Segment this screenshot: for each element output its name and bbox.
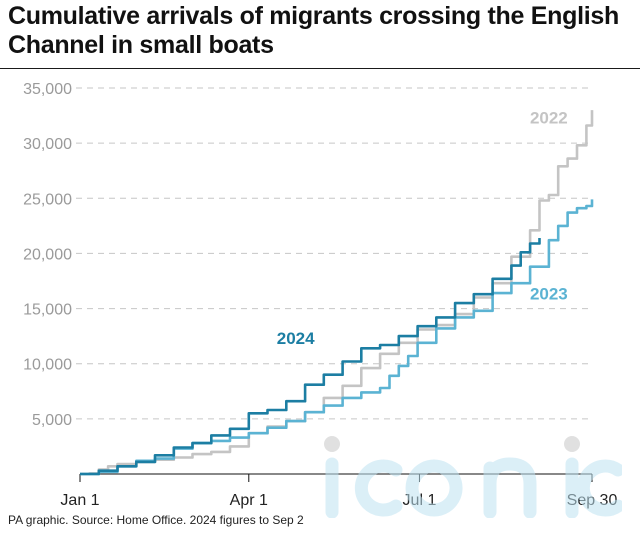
y-tick-label: 10,000 xyxy=(23,357,72,374)
y-tick-label: 35,000 xyxy=(23,81,72,98)
iconic-watermark xyxy=(324,436,622,518)
series-lines xyxy=(80,110,594,476)
x-tick-label: Apr 1 xyxy=(230,492,268,509)
x-tick-label: Jan 1 xyxy=(60,492,99,509)
y-axis-tick-labels: 5,000 10,000 15,000 20,000 25,000 30,000 35,00… xyxy=(23,81,72,429)
y-tick-label: 20,000 xyxy=(23,246,72,263)
y-tick-label: 15,000 xyxy=(23,302,72,319)
y-tick-label: 5,000 xyxy=(32,412,72,429)
series-label-2023: 2023 xyxy=(530,285,568,304)
y-tick-label: 25,000 xyxy=(23,191,72,208)
series-label-2022: 2022 xyxy=(530,108,568,127)
series-labels: 2022 2023 2024 xyxy=(277,108,568,348)
source-note: PA graphic. Source: Home Office. 2024 fi… xyxy=(8,513,304,527)
series-line-2022 xyxy=(80,110,594,476)
series-line-2024 xyxy=(80,238,541,476)
y-tick-label: 30,000 xyxy=(23,136,72,153)
gridlines xyxy=(76,87,592,420)
title-divider xyxy=(0,68,640,69)
chart-title: Cumulative arrivals of migrants crossing… xyxy=(8,2,619,59)
series-label-2024: 2024 xyxy=(277,329,315,348)
